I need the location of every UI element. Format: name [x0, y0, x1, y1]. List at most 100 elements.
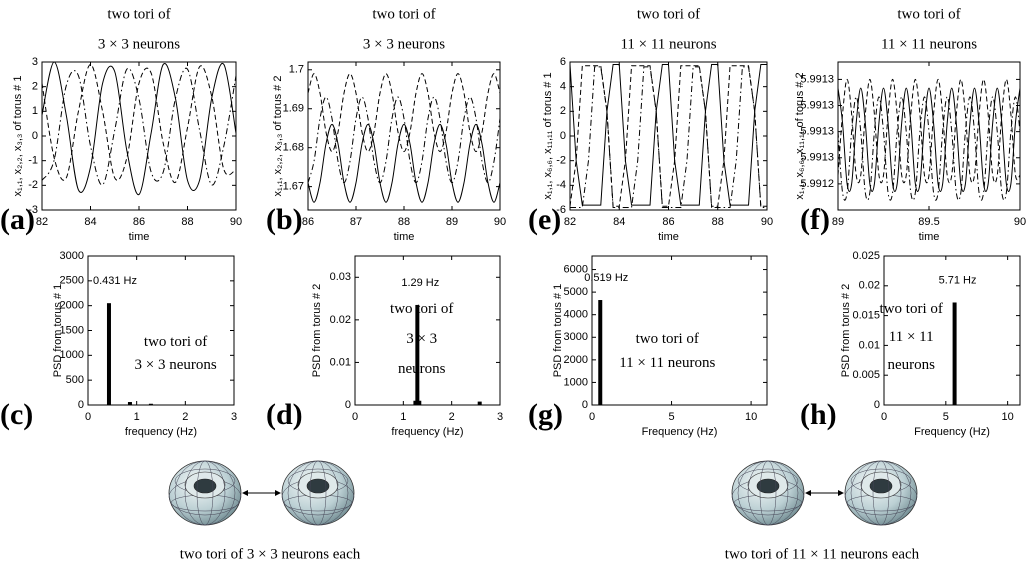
plot-area — [307, 61, 501, 211]
torus-icon — [844, 460, 918, 526]
x-tick-label: 1 — [400, 411, 406, 423]
y-axis-label: x₁,₁, x₆,₆, x₁₁,₁₁ of torus # 1 — [542, 72, 554, 199]
data-line — [41, 67, 237, 186]
y-tick-label: 2 — [560, 105, 566, 117]
x-tick-label: 88 — [398, 216, 410, 228]
x-tick-label: 3 — [497, 411, 503, 423]
y-tick-label: 0.01 — [859, 339, 880, 351]
y-tick-label: -1 — [28, 155, 38, 167]
spectral-bar — [106, 303, 111, 405]
panel-title: 3 × 3 neurons — [363, 36, 445, 52]
y-tick-label: 4000 — [564, 309, 588, 321]
plot-area — [569, 61, 768, 211]
panel-title: 11 × 11 neurons — [881, 36, 977, 52]
x-axis-label: time — [129, 231, 150, 243]
caption: two tori of 11 × 11 neurons each — [725, 546, 920, 562]
y-tick-label: 1.7 — [289, 64, 304, 76]
torus-icon — [281, 460, 355, 526]
y-tick-label: 3000 — [564, 331, 588, 343]
x-tick-label: 3 — [231, 411, 237, 423]
data-line — [307, 96, 501, 184]
inset-text: two tori of — [636, 331, 699, 347]
x-tick-label: 0 — [85, 411, 91, 423]
x-axis-label: frequency (Hz) — [125, 426, 197, 438]
y-tick-label: 0 — [560, 130, 566, 142]
x-tick-label: 2 — [182, 411, 188, 423]
x-tick-label: 82 — [36, 216, 48, 228]
panel-label: (h) — [800, 398, 837, 431]
y-axis-label: PSD from torus # 1 — [552, 284, 564, 378]
y-tick-label: 1.67 — [283, 181, 304, 193]
inset-text: neurons — [887, 357, 935, 373]
y-tick-label: 2 — [32, 81, 38, 93]
y-tick-label: 4 — [560, 81, 566, 93]
y-tick-label: 2500 — [60, 275, 84, 287]
y-tick-label: -2 — [556, 155, 566, 167]
y-tick-label: 5.9913 — [800, 99, 834, 111]
panel-title: 3 × 3 neurons — [98, 36, 180, 52]
spectral-bar — [477, 401, 482, 405]
y-tick-label: 5.9913 — [800, 126, 834, 138]
y-tick-label: 3000 — [60, 250, 84, 262]
spectral-bar — [952, 302, 957, 405]
panel-title: 11 × 11 neurons — [620, 36, 716, 52]
panel: two tori of 11 × 11 neurons 82 84 86 88 90 -6 -4… — [528, 6, 773, 242]
panel-label: (b) — [266, 203, 303, 236]
panel: 0 5 10 0 1000 2000 3000 4000 5000 6000 Frequency (… — [528, 255, 768, 438]
spectral-bar — [127, 402, 132, 405]
y-tick-label: 1000 — [564, 376, 588, 388]
y-tick-label: -2 — [28, 179, 38, 191]
x-axis-label: time — [919, 231, 940, 243]
caption: two tori of 3 × 3 neurons each — [180, 546, 361, 562]
x-tick-label: 10 — [1002, 411, 1014, 423]
inset-text: neurons — [398, 361, 446, 377]
inset-text: two tori of — [880, 301, 943, 317]
data-line — [837, 78, 1021, 184]
panel-title: two tori of — [372, 6, 435, 22]
x-tick-label: 5 — [668, 411, 674, 423]
peak-annotation: 5.71 Hz — [939, 274, 977, 286]
y-tick-label: 0.01 — [330, 356, 351, 368]
inset-text: two tori of — [390, 301, 453, 317]
y-tick-label: 0.005 — [852, 369, 880, 381]
x-tick-label: 86 — [662, 216, 674, 228]
x-tick-label: 86 — [302, 216, 314, 228]
y-tick-label: 0.02 — [330, 314, 351, 326]
x-tick-label: 2 — [449, 411, 455, 423]
spectral-bar — [415, 304, 420, 405]
y-axis-label: x₁,₁, x₂,₂, x₃,₃ of torus # 2 — [272, 76, 284, 197]
data-line — [837, 96, 1021, 201]
panel-title: two tori of — [107, 6, 170, 22]
y-tick-label: 0 — [78, 399, 84, 411]
y-tick-label: 1500 — [60, 324, 84, 336]
x-tick-label: 87 — [350, 216, 362, 228]
data-line — [837, 87, 1021, 192]
y-tick-label: 0 — [874, 399, 880, 411]
x-tick-label: 0 — [352, 411, 358, 423]
x-tick-label: 89.5 — [918, 216, 939, 228]
inset-text: two tori of — [144, 334, 207, 350]
panel-label: (d) — [266, 398, 303, 431]
spectral-bar — [598, 300, 603, 405]
x-tick-label: 0 — [881, 411, 887, 423]
x-tick-label: 89 — [832, 216, 844, 228]
data-line — [307, 73, 501, 153]
data-line — [569, 63, 767, 206]
x-tick-label: 90 — [1014, 216, 1026, 228]
panel: two tori of 3 × 3 neurons 86 87 88 89 90 1.67 1.… — [266, 6, 506, 242]
torus-pair-right — [731, 460, 918, 526]
x-tick-label: 89 — [446, 216, 458, 228]
x-tick-label: 90 — [494, 216, 506, 228]
x-axis-label: frequency (Hz) — [391, 426, 463, 438]
y-tick-label: 5.9913 — [800, 152, 834, 164]
y-tick-label: 6000 — [564, 263, 588, 275]
panel-label: (e) — [528, 203, 561, 236]
x-tick-label: 90 — [761, 216, 773, 228]
peak-annotation: 0.519 Hz — [584, 272, 628, 284]
y-tick-label: -6 — [556, 204, 566, 216]
data-line — [307, 123, 501, 203]
panel-label: (f) — [800, 203, 830, 236]
x-tick-label: 86 — [133, 216, 145, 228]
y-tick-label: 500 — [66, 374, 84, 386]
plot-area — [591, 255, 768, 406]
